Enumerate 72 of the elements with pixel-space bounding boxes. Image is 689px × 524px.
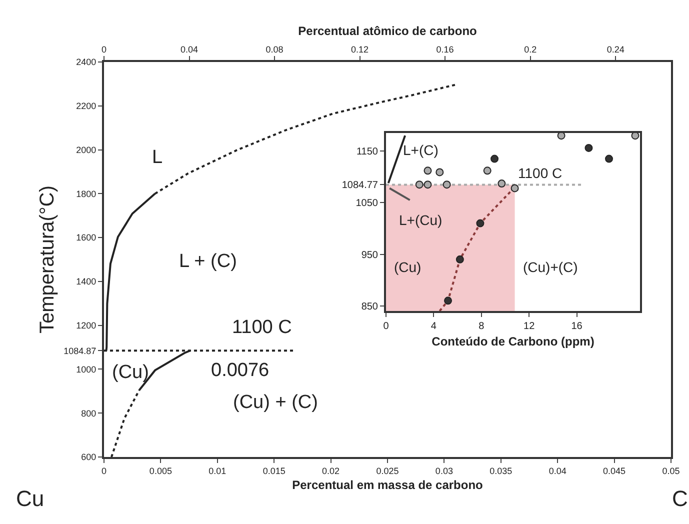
y-tick-label: 1600 (76, 232, 96, 243)
x-tick-label: 4 (430, 321, 437, 332)
point (476, 219, 484, 228)
y-tick-label: 1000 (76, 364, 96, 374)
x-tick-label: 0.02 (322, 466, 340, 476)
point (510, 184, 519, 192)
y-axis-title: Temperatura(°C) (36, 185, 59, 334)
y-tick-label: 1400 (76, 276, 96, 287)
point (424, 180, 432, 189)
y-tick-label: 1050 (356, 198, 378, 210)
x2-tick-label: 0.08 (266, 44, 284, 54)
point (584, 144, 593, 152)
point (490, 154, 499, 163)
y-tick-label: 1200 (76, 320, 96, 330)
point (498, 180, 506, 188)
point (436, 168, 444, 176)
x2-tick-label: 0.24 (606, 44, 624, 54)
point (605, 154, 613, 163)
x-tick-label: 0.045 (603, 466, 626, 476)
x-tick-label: 12 (524, 321, 536, 332)
annotation: (Cu) + (C) (233, 392, 318, 413)
y-tick-label: 2000 (76, 144, 96, 155)
x-tick-label: 16 (571, 321, 583, 332)
annotation: L (152, 147, 163, 168)
x-tick-label: 0.05 (662, 466, 680, 476)
point (424, 166, 432, 175)
y-tick-label: 1150 (356, 146, 378, 158)
x-axis-title: Percentual em massa de carbono (292, 478, 483, 492)
point (442, 180, 451, 189)
y-tick-label: 2200 (76, 101, 96, 112)
x2-axis-title: Percentual atômico de carbono (298, 24, 477, 38)
annotation: (Cu)+(C) (523, 259, 578, 275)
x-tick-label: 0.035 (490, 466, 512, 476)
x-tick-label: 0.005 (149, 466, 172, 476)
x-tick-label: 0.03 (435, 466, 453, 476)
x2-tick-label: 0.12 (351, 44, 369, 54)
annotation: L+(C) (403, 142, 438, 158)
x2-tick-label: 0.2 (524, 44, 537, 54)
annotation: (Cu) (394, 259, 422, 275)
y-tick-label: 1800 (76, 188, 96, 199)
x-tick-label: 0.01 (208, 466, 226, 476)
point (456, 255, 464, 264)
x-tick-label: 0 (383, 321, 390, 332)
x-tick-label: 0.025 (376, 466, 399, 476)
annotation: 1100 C (232, 317, 292, 338)
point (444, 296, 452, 305)
annotation: 1100 C (518, 165, 562, 181)
y-tick-label: 1084.77 (342, 180, 378, 192)
point (631, 133, 640, 140)
x-axis-title: Conteúdo de Carbono (ppm) (432, 334, 594, 348)
point (557, 133, 566, 140)
x-tick-label: 0 (101, 466, 107, 476)
x2-tick-label: 0.04 (180, 44, 198, 54)
y-tick-label: 600 (81, 452, 96, 462)
point (415, 180, 424, 189)
y-tick-label: 950 (361, 250, 378, 261)
x-tick-label: 8 (478, 321, 485, 332)
point (483, 166, 492, 175)
annotation: (Cu) (112, 362, 149, 383)
x-tick-label: 0.04 (548, 466, 566, 476)
x-tick-label: 0.015 (262, 466, 286, 476)
annotation: L + (C) (179, 251, 237, 272)
y-tick-label: 2400 (76, 57, 96, 68)
text: C (672, 486, 688, 511)
y-tick-label: 850 (361, 301, 378, 312)
x2-tick-label: 0 (101, 44, 107, 54)
annotation: 0.0076 (211, 360, 270, 381)
annotation: L+(Cu) (399, 212, 442, 228)
text: Cu (16, 486, 44, 511)
x2-tick-label: 0.16 (436, 44, 454, 54)
y-tick-label: 800 (81, 408, 96, 418)
y-tick-label: 1084.87 (64, 346, 96, 356)
